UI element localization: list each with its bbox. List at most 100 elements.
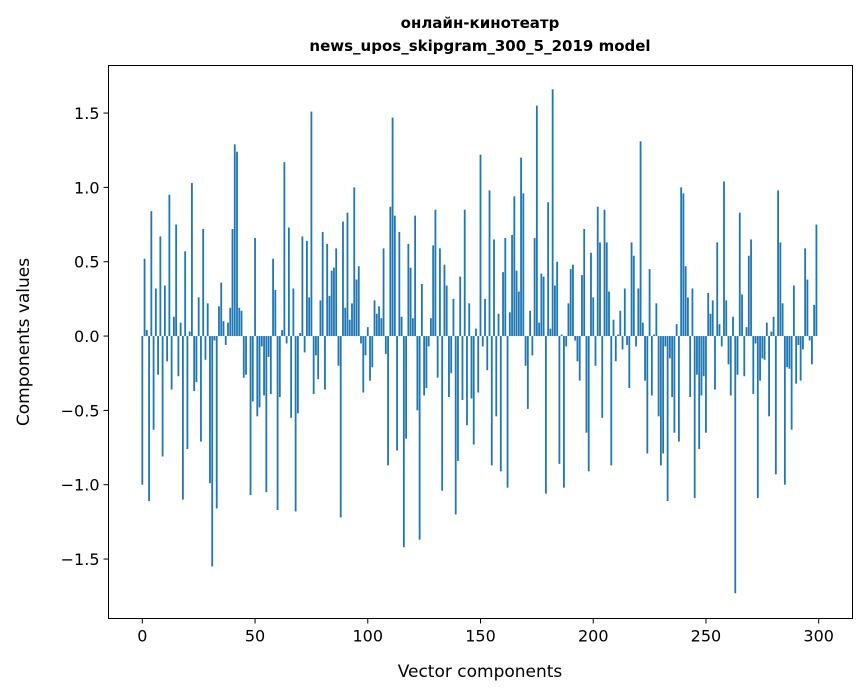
chart-title-line-2: news_upos_skipgram_300_5_2019 model [309,37,650,55]
bar-267 [743,336,745,376]
bar-106 [380,318,382,336]
bar-91 [347,213,349,336]
bar-202 [597,207,599,336]
bar-120 [412,318,414,336]
bar-3 [148,336,150,501]
bar-228 [655,303,657,336]
bar-49 [252,336,254,401]
bar-157 [495,336,497,416]
bar-212 [619,311,621,336]
bar-82 [326,244,328,336]
bar-193 [577,336,579,361]
bar-168 [520,158,522,336]
bar-115 [401,317,403,336]
bar-289 [793,286,795,337]
bar-89 [342,222,344,336]
bar-229 [658,336,660,416]
bar-129 [432,245,434,336]
bar-125 [423,336,425,395]
bar-12 [168,195,170,336]
bar-182 [552,89,554,336]
bar-21 [189,332,191,336]
bar-121 [414,216,416,336]
bar-237 [676,324,678,336]
bar-142 [462,336,464,400]
bar-114 [398,232,400,336]
bar-178 [543,277,545,336]
bar-208 [610,336,612,465]
bar-220 [637,288,639,336]
bar-288 [791,336,793,430]
bar-149 [477,336,479,392]
bar-90 [344,308,346,336]
bar-209 [613,320,615,336]
bar-51 [256,336,258,416]
x-tick-label: 250 [691,627,722,646]
bar-280 [773,317,775,336]
bar-77 [315,336,317,355]
bar-85 [333,268,335,336]
bar-146 [471,336,473,398]
y-axis-label: Components values [14,258,34,426]
bar-79 [320,300,322,336]
bar-93 [351,303,353,336]
bar-69 [297,336,299,413]
bar-213 [622,336,624,349]
bar-231 [662,336,664,453]
bar-56 [268,336,270,357]
bar-64 [286,336,288,343]
bar-37 [225,336,227,345]
x-axis-label: Vector components [398,662,563,682]
bar-165 [513,196,515,336]
bar-152 [484,299,486,336]
bar-148 [475,329,477,336]
bar-147 [473,336,475,445]
bar-155 [491,336,493,465]
bar-269 [748,256,750,336]
bar-286 [786,336,788,367]
bar-240 [683,193,685,336]
bar-298 [813,305,815,336]
bar-219 [635,336,637,346]
bar-172 [529,311,531,336]
bar-266 [741,294,743,336]
bar-192 [574,336,576,340]
bar-84 [331,271,333,336]
bar-9 [162,336,164,456]
bar-167 [518,291,520,336]
bar-181 [549,329,551,336]
bar-54 [263,336,265,395]
bar-153 [486,336,488,370]
bar-107 [383,248,385,336]
bar-170 [525,336,527,366]
bar-236 [673,336,675,433]
bar-19 [184,251,186,336]
y-tick-label: −0.5 [61,401,100,420]
bar-135 [446,286,448,337]
bar-232 [664,336,666,346]
chart-title-line-1: онлайн-кинотеатр [401,14,560,32]
bar-96 [358,266,360,336]
bar-268 [746,327,748,336]
bar-16 [177,336,179,376]
bar-136 [448,336,450,397]
bar-234 [669,336,671,358]
bar-291 [797,336,799,345]
bar-151 [482,336,484,346]
bar-285 [784,336,786,485]
bar-225 [649,269,651,336]
bar-276 [764,336,766,360]
bar-98 [362,336,364,392]
bar-92 [349,320,351,336]
bar-245 [694,336,696,498]
bar-132 [439,248,441,336]
bar-154 [489,190,491,336]
bar-158 [498,314,500,336]
bar-88 [340,336,342,517]
bar-26 [200,336,202,442]
bar-230 [660,336,662,465]
bar-226 [651,336,653,395]
bar-295 [807,280,809,336]
bar-293 [802,336,804,349]
bar-290 [795,336,797,384]
